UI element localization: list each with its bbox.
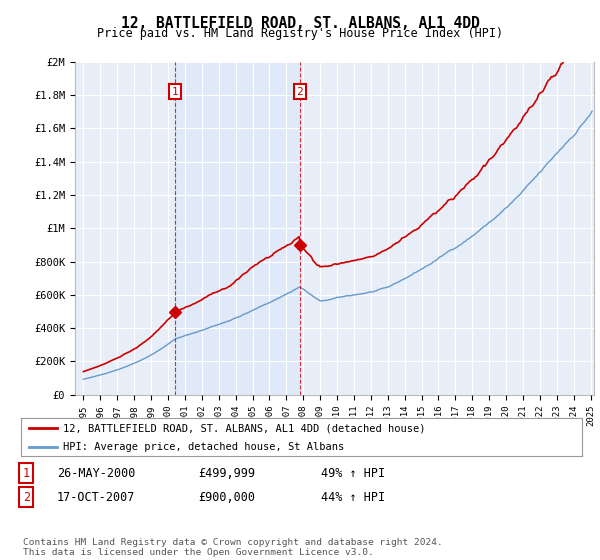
Text: £900,000: £900,000 (198, 491, 255, 504)
Text: Contains HM Land Registry data © Crown copyright and database right 2024.
This d: Contains HM Land Registry data © Crown c… (23, 538, 443, 557)
Text: 12, BATTLEFIELD ROAD, ST. ALBANS, AL1 4DD (detached house): 12, BATTLEFIELD ROAD, ST. ALBANS, AL1 4D… (63, 423, 425, 433)
Text: 2: 2 (23, 491, 30, 504)
Text: 44% ↑ HPI: 44% ↑ HPI (321, 491, 385, 504)
Text: 49% ↑ HPI: 49% ↑ HPI (321, 466, 385, 480)
Text: HPI: Average price, detached house, St Albans: HPI: Average price, detached house, St A… (63, 442, 344, 452)
Text: 1: 1 (172, 87, 178, 96)
Text: £499,999: £499,999 (198, 466, 255, 480)
Text: 12, BATTLEFIELD ROAD, ST. ALBANS, AL1 4DD: 12, BATTLEFIELD ROAD, ST. ALBANS, AL1 4D… (121, 16, 479, 31)
Text: 26-MAY-2000: 26-MAY-2000 (57, 466, 136, 480)
Text: 1: 1 (23, 466, 30, 480)
Text: 17-OCT-2007: 17-OCT-2007 (57, 491, 136, 504)
Text: Price paid vs. HM Land Registry's House Price Index (HPI): Price paid vs. HM Land Registry's House … (97, 27, 503, 40)
Text: 2: 2 (296, 87, 303, 96)
Bar (175, 62, 300, 395)
